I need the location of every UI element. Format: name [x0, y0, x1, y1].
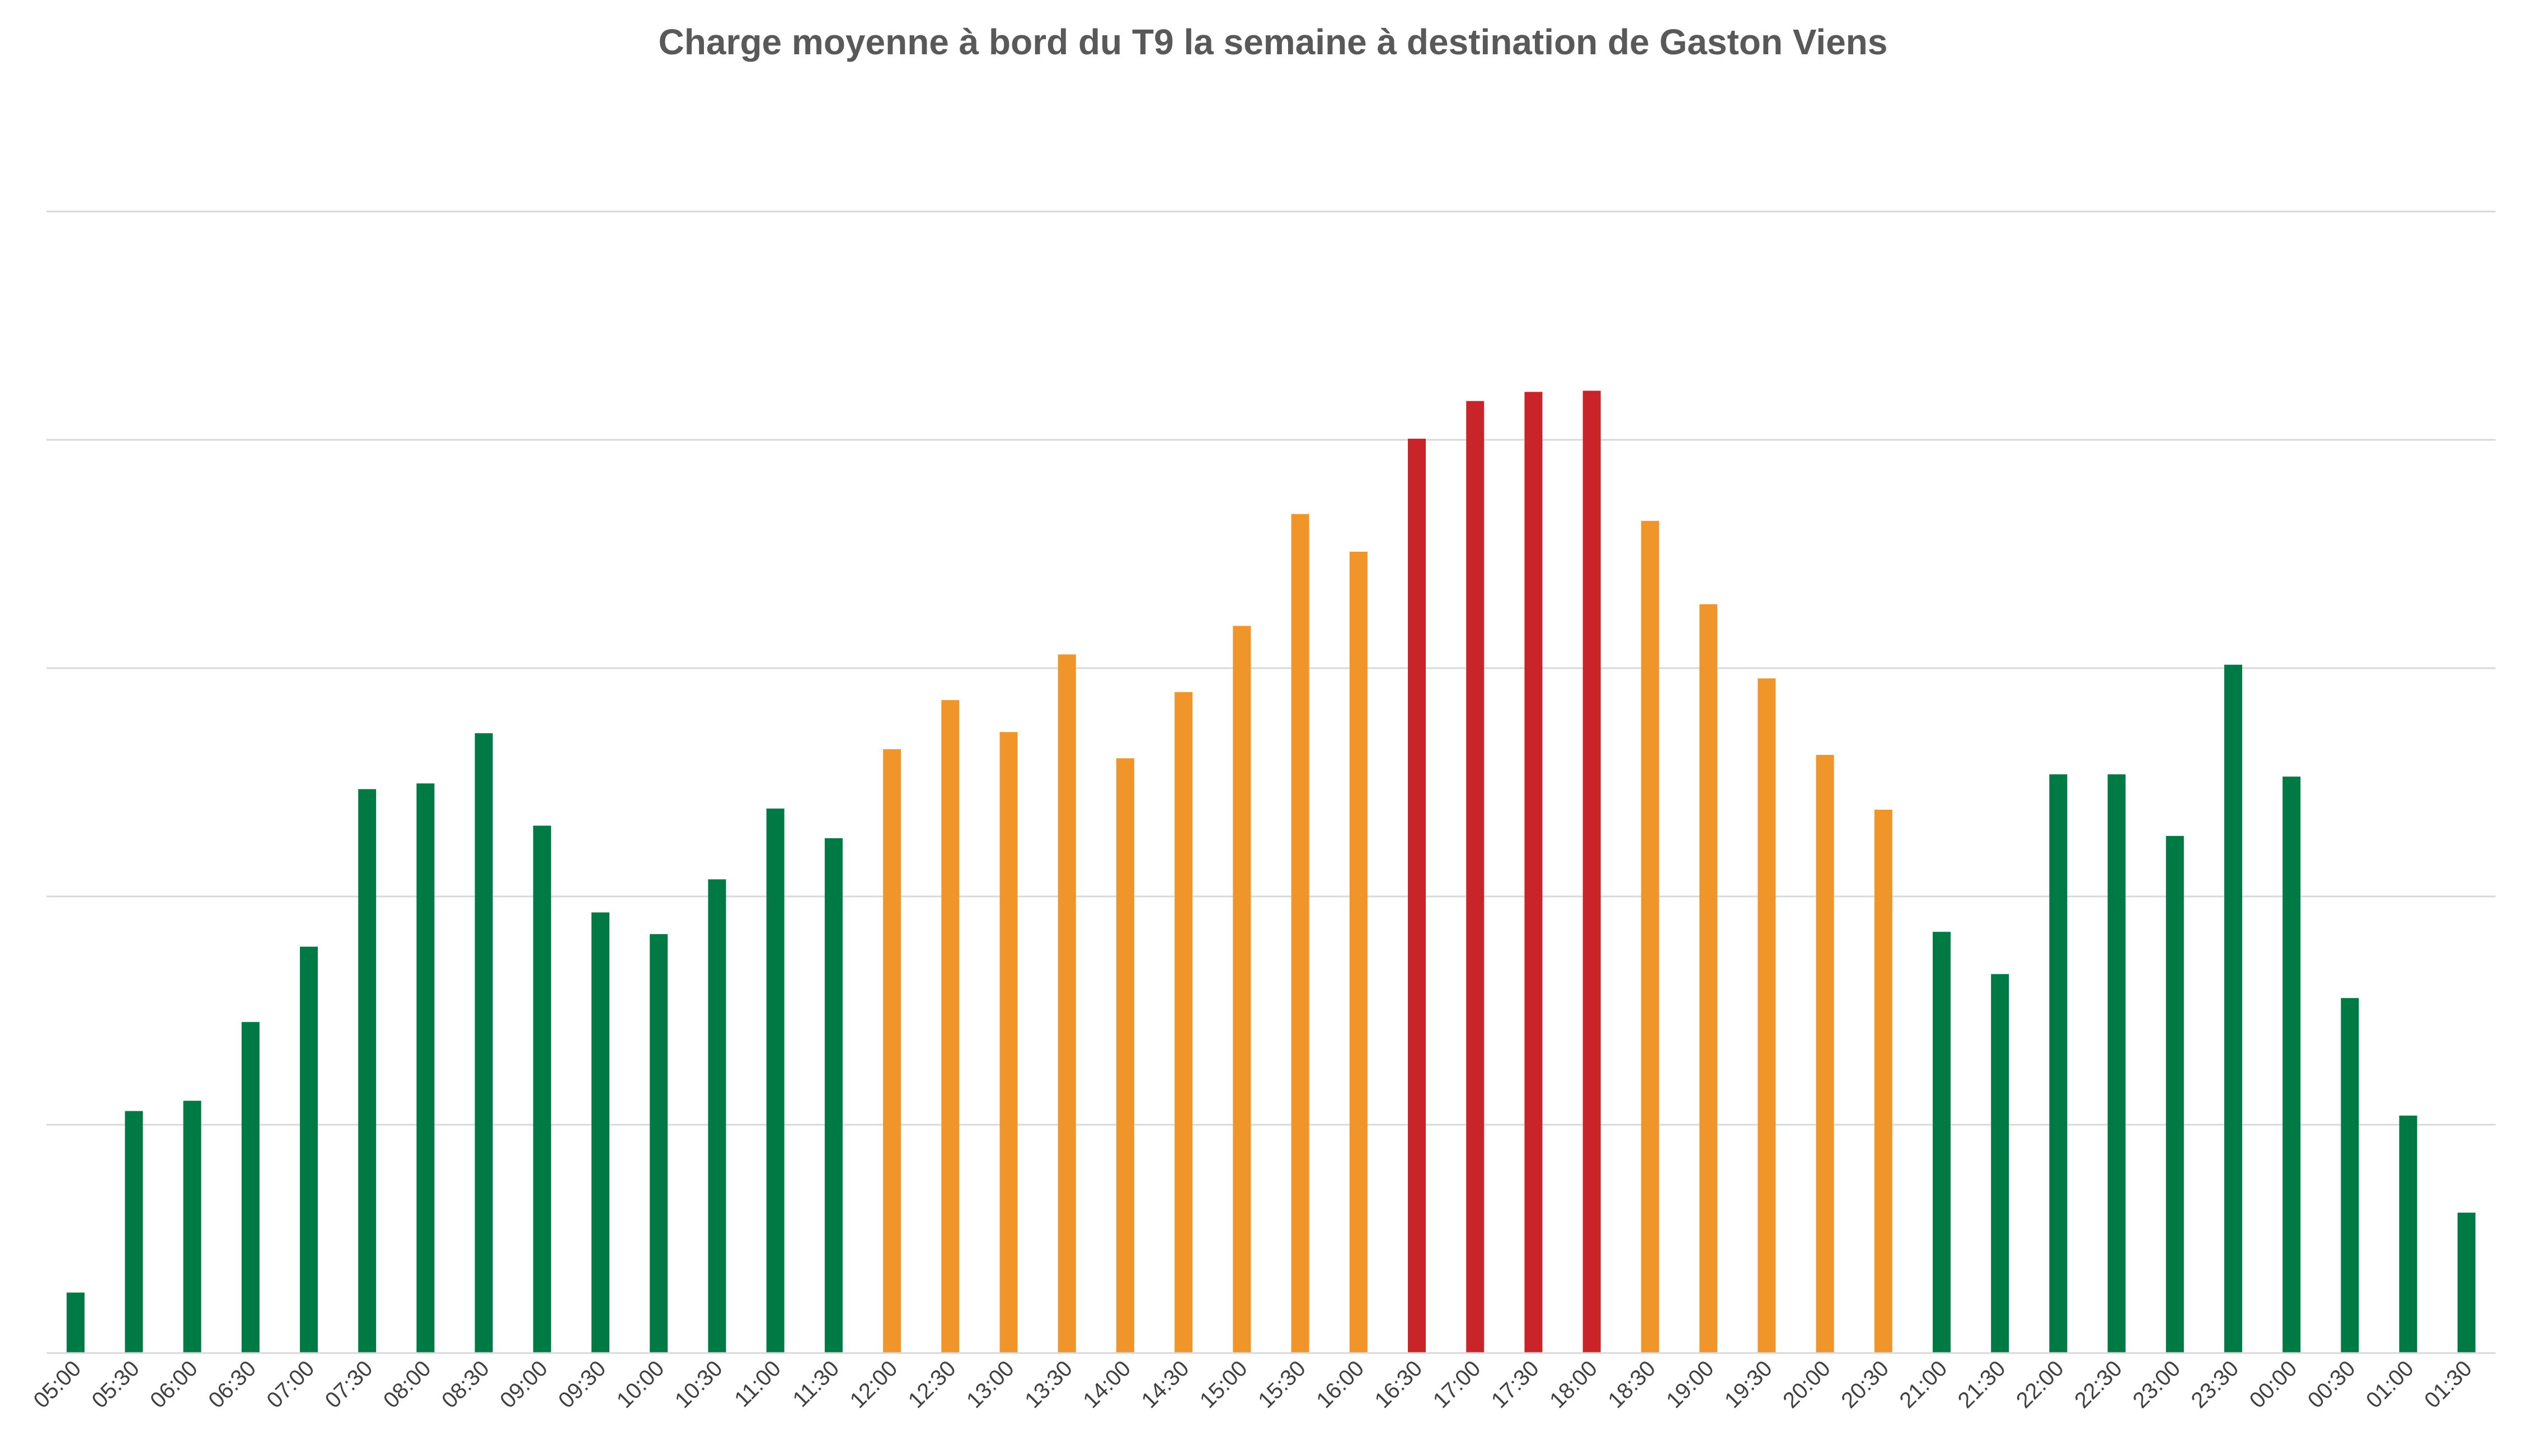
bar-0800 [416, 783, 435, 1353]
bar-1330 [1058, 654, 1076, 1353]
bar-0730 [358, 789, 377, 1353]
x-tick-label: 21:30 [1953, 1356, 2011, 1413]
x-tick-label: 09:30 [553, 1356, 610, 1413]
x-tick-label: 23:00 [2128, 1356, 2185, 1413]
x-tick-label: 10:00 [612, 1356, 669, 1413]
bar-1600 [1349, 551, 1368, 1354]
x-tick-label: 14:30 [1137, 1356, 1194, 1413]
x-tick-label: 05:30 [87, 1356, 144, 1413]
bar-1900 [1699, 604, 1718, 1353]
bar-1130 [824, 838, 843, 1353]
chart-title: Charge moyenne à bord du T9 la semaine à… [658, 22, 1888, 62]
x-tick-label: 21:00 [1895, 1356, 1952, 1413]
bar-1000 [650, 934, 668, 1353]
bar-0700 [299, 946, 318, 1353]
x-tick-labels: 05:00 05:30 06:00 06:30 07:00 07:30 08:00 08:30… [29, 1356, 2477, 1413]
bar-0600 [183, 1101, 201, 1353]
x-tick-label: 12:00 [845, 1356, 903, 1413]
x-tick-label: 09:00 [495, 1356, 552, 1413]
bars [67, 391, 2475, 1354]
x-tick-label: 06:30 [204, 1356, 261, 1413]
bar-0830 [475, 733, 493, 1353]
bar-0130 [2457, 1213, 2475, 1353]
x-tick-label: 17:30 [1487, 1356, 1544, 1413]
x-tick-label: 19:00 [1662, 1356, 1719, 1413]
x-tick-label: 18:30 [1603, 1356, 1660, 1413]
x-tick-label: 20:30 [1836, 1356, 1894, 1413]
bar-0500 [67, 1292, 85, 1353]
x-tick-label: 17:00 [1429, 1356, 1486, 1413]
x-tick-label: 10:30 [670, 1356, 727, 1413]
bar-2330 [2224, 664, 2243, 1353]
x-tick-label: 23:30 [2186, 1356, 2243, 1413]
x-tick-label: 16:30 [1370, 1356, 1427, 1413]
x-tick-label: 19:30 [1720, 1356, 1777, 1413]
x-tick-label: 06:00 [145, 1356, 203, 1413]
x-tick-label: 15:00 [1195, 1356, 1252, 1413]
bar-2300 [2165, 835, 2184, 1353]
x-tick-label: 14:00 [1078, 1356, 1135, 1413]
bar-1400 [1116, 758, 1134, 1353]
bar-1500 [1233, 626, 1251, 1353]
x-tick-label: 11:00 [730, 1356, 786, 1412]
x-tick-label: 12:30 [904, 1356, 961, 1413]
bar-0900 [533, 825, 551, 1353]
x-tick-label: 00:00 [2245, 1356, 2302, 1413]
bar-2100 [1932, 932, 1951, 1353]
x-tick-label: 22:00 [2012, 1356, 2069, 1413]
x-tick-label: 08:00 [379, 1356, 436, 1413]
bar-2230 [2107, 774, 2126, 1353]
x-tick-label: 05:00 [29, 1356, 86, 1413]
x-tick-label: 00:30 [2303, 1356, 2360, 1413]
bar-1230 [941, 700, 960, 1353]
bar-1030 [708, 879, 726, 1353]
x-tick-label: 13:00 [962, 1356, 1019, 1413]
x-tick-label: 11:30 [788, 1356, 844, 1412]
bar-1730 [1524, 392, 1543, 1353]
x-tick-label: 08:30 [437, 1356, 494, 1413]
bar-0930 [591, 912, 610, 1353]
bar-2200 [2049, 774, 2068, 1353]
bar-0030 [2341, 998, 2359, 1353]
bar-1100 [766, 808, 785, 1353]
bar-1630 [1408, 438, 1426, 1354]
bar-1200 [883, 749, 901, 1353]
x-tick-label: 07:00 [262, 1356, 319, 1413]
bar-1430 [1175, 692, 1193, 1353]
x-tick-label: 01:30 [2420, 1356, 2477, 1413]
bar-0530 [125, 1111, 143, 1353]
bar-1930 [1758, 678, 1776, 1353]
x-tick-label: 22:30 [2070, 1356, 2127, 1413]
bar-1830 [1641, 520, 1659, 1353]
x-tick-label: 15:30 [1253, 1356, 1310, 1413]
x-tick-label: 01:00 [2361, 1356, 2418, 1413]
x-tick-label: 16:00 [1312, 1356, 1369, 1413]
x-tick-label: 13:30 [1020, 1356, 1077, 1413]
bar-1300 [999, 732, 1018, 1353]
bar-1800 [1582, 391, 1601, 1353]
x-tick-label: 07:30 [321, 1356, 378, 1413]
gridlines [46, 210, 2496, 1126]
bar-1700 [1466, 401, 1485, 1353]
bar-0630 [241, 1022, 260, 1353]
bar-0100 [2399, 1115, 2417, 1353]
bar-1530 [1291, 514, 1309, 1353]
x-tick-label: 20:00 [1778, 1356, 1835, 1413]
x-tick-label: 18:00 [1545, 1356, 1602, 1413]
bar-2000 [1816, 755, 1834, 1353]
bar-2030 [1874, 809, 1892, 1353]
bar-2130 [1991, 974, 2009, 1353]
bar-0000 [2282, 776, 2301, 1353]
